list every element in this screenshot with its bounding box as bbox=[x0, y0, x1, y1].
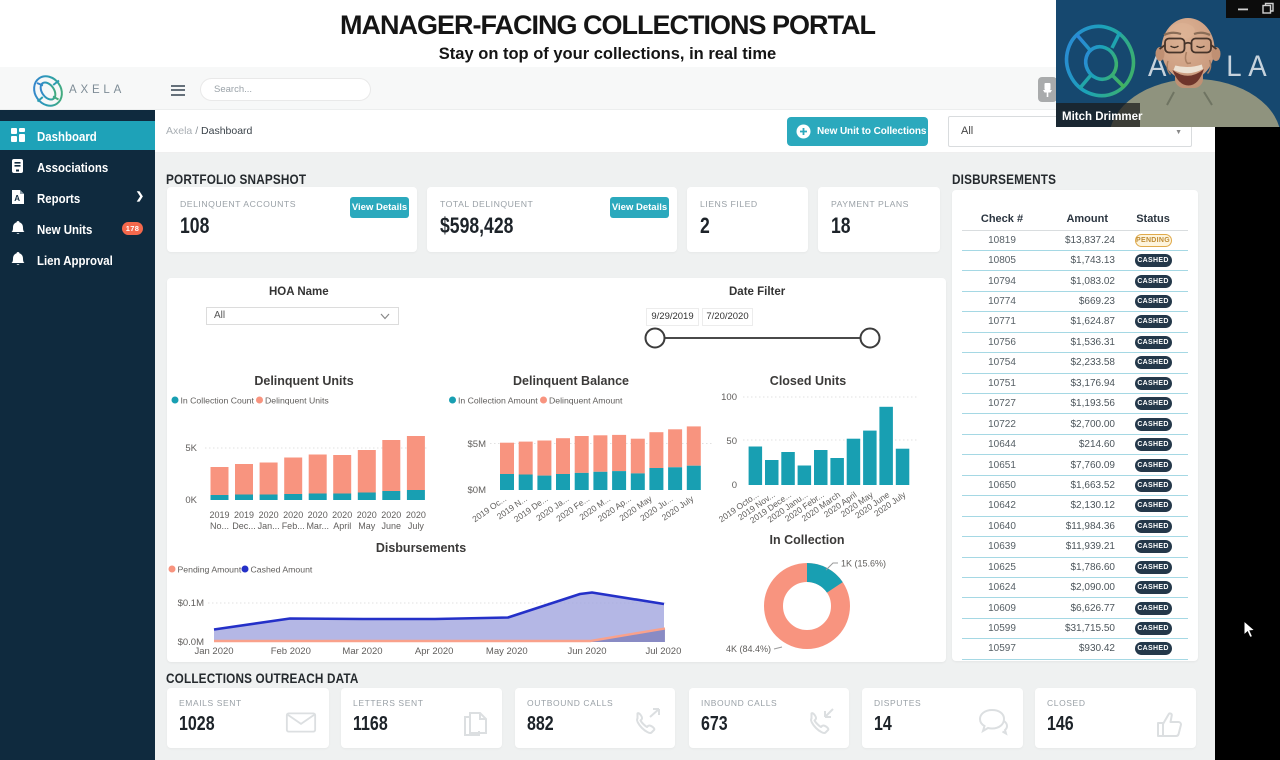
svg-text:1K (15.6%): 1K (15.6%) bbox=[841, 559, 886, 569]
svg-text:L: L bbox=[1226, 50, 1241, 83]
svg-text:Mar...: Mar... bbox=[306, 521, 329, 531]
svg-text:0: 0 bbox=[732, 480, 737, 491]
svg-text:July: July bbox=[408, 521, 425, 531]
svg-text:Delinquent Amount: Delinquent Amount bbox=[549, 396, 623, 406]
svg-text:4K (84.4%): 4K (84.4%) bbox=[726, 644, 771, 654]
svg-text:Jan...: Jan... bbox=[258, 521, 280, 531]
svg-text:100: 100 bbox=[721, 392, 737, 403]
svg-text:Jun 2020: Jun 2020 bbox=[567, 646, 606, 657]
svg-text:Feb...: Feb... bbox=[282, 521, 305, 531]
svg-text:May 2020: May 2020 bbox=[486, 646, 528, 657]
svg-text:Mitch Drimmer: Mitch Drimmer bbox=[1062, 111, 1143, 123]
svg-text:A: A bbox=[14, 194, 20, 203]
svg-text:Delinquent Units: Delinquent Units bbox=[265, 396, 329, 406]
svg-text:$0.0M: $0.0M bbox=[178, 637, 204, 648]
svg-text:June: June bbox=[382, 521, 402, 531]
svg-text:Delinquent Units: Delinquent Units bbox=[254, 374, 353, 388]
svg-text:0K: 0K bbox=[185, 495, 197, 506]
svg-text:2020: 2020 bbox=[332, 510, 352, 520]
svg-text:2020: 2020 bbox=[381, 510, 401, 520]
svg-text:May: May bbox=[358, 521, 376, 531]
svg-text:2020: 2020 bbox=[308, 510, 328, 520]
svg-text:5K: 5K bbox=[185, 443, 197, 454]
svg-text:Jul 2020: Jul 2020 bbox=[645, 646, 681, 657]
svg-text:Mar 2020: Mar 2020 bbox=[342, 646, 382, 657]
svg-text:In Collection Count: In Collection Count bbox=[181, 396, 255, 406]
svg-text:Apr 2020: Apr 2020 bbox=[415, 646, 454, 657]
svg-text:2020: 2020 bbox=[406, 510, 426, 520]
svg-text:50: 50 bbox=[726, 436, 737, 447]
svg-text:$5M: $5M bbox=[468, 439, 487, 450]
svg-text:2019: 2019 bbox=[209, 510, 229, 520]
svg-text:In Collection Amount: In Collection Amount bbox=[458, 396, 538, 406]
svg-text:In Collection: In Collection bbox=[770, 533, 845, 547]
svg-text:Delinquent Balance: Delinquent Balance bbox=[513, 374, 629, 388]
svg-text:2020: 2020 bbox=[283, 510, 303, 520]
svg-text:$0M: $0M bbox=[468, 485, 487, 496]
svg-text:Closed Units: Closed Units bbox=[770, 374, 846, 388]
svg-text:2019: 2019 bbox=[234, 510, 254, 520]
svg-text:2020: 2020 bbox=[259, 510, 279, 520]
svg-text:2020: 2020 bbox=[357, 510, 377, 520]
svg-text:April: April bbox=[333, 521, 351, 531]
svg-text:Cashed Amount: Cashed Amount bbox=[251, 565, 313, 575]
svg-text:Jan 2020: Jan 2020 bbox=[194, 646, 233, 657]
svg-text:Pending Amount: Pending Amount bbox=[178, 565, 242, 575]
svg-text:Feb 2020: Feb 2020 bbox=[271, 646, 311, 657]
svg-text:Dec...: Dec... bbox=[232, 521, 256, 531]
svg-text:No...: No... bbox=[210, 521, 229, 531]
svg-text:$0.1M: $0.1M bbox=[178, 598, 204, 609]
svg-text:Disbursements: Disbursements bbox=[376, 541, 466, 555]
svg-text:A: A bbox=[1248, 50, 1267, 83]
